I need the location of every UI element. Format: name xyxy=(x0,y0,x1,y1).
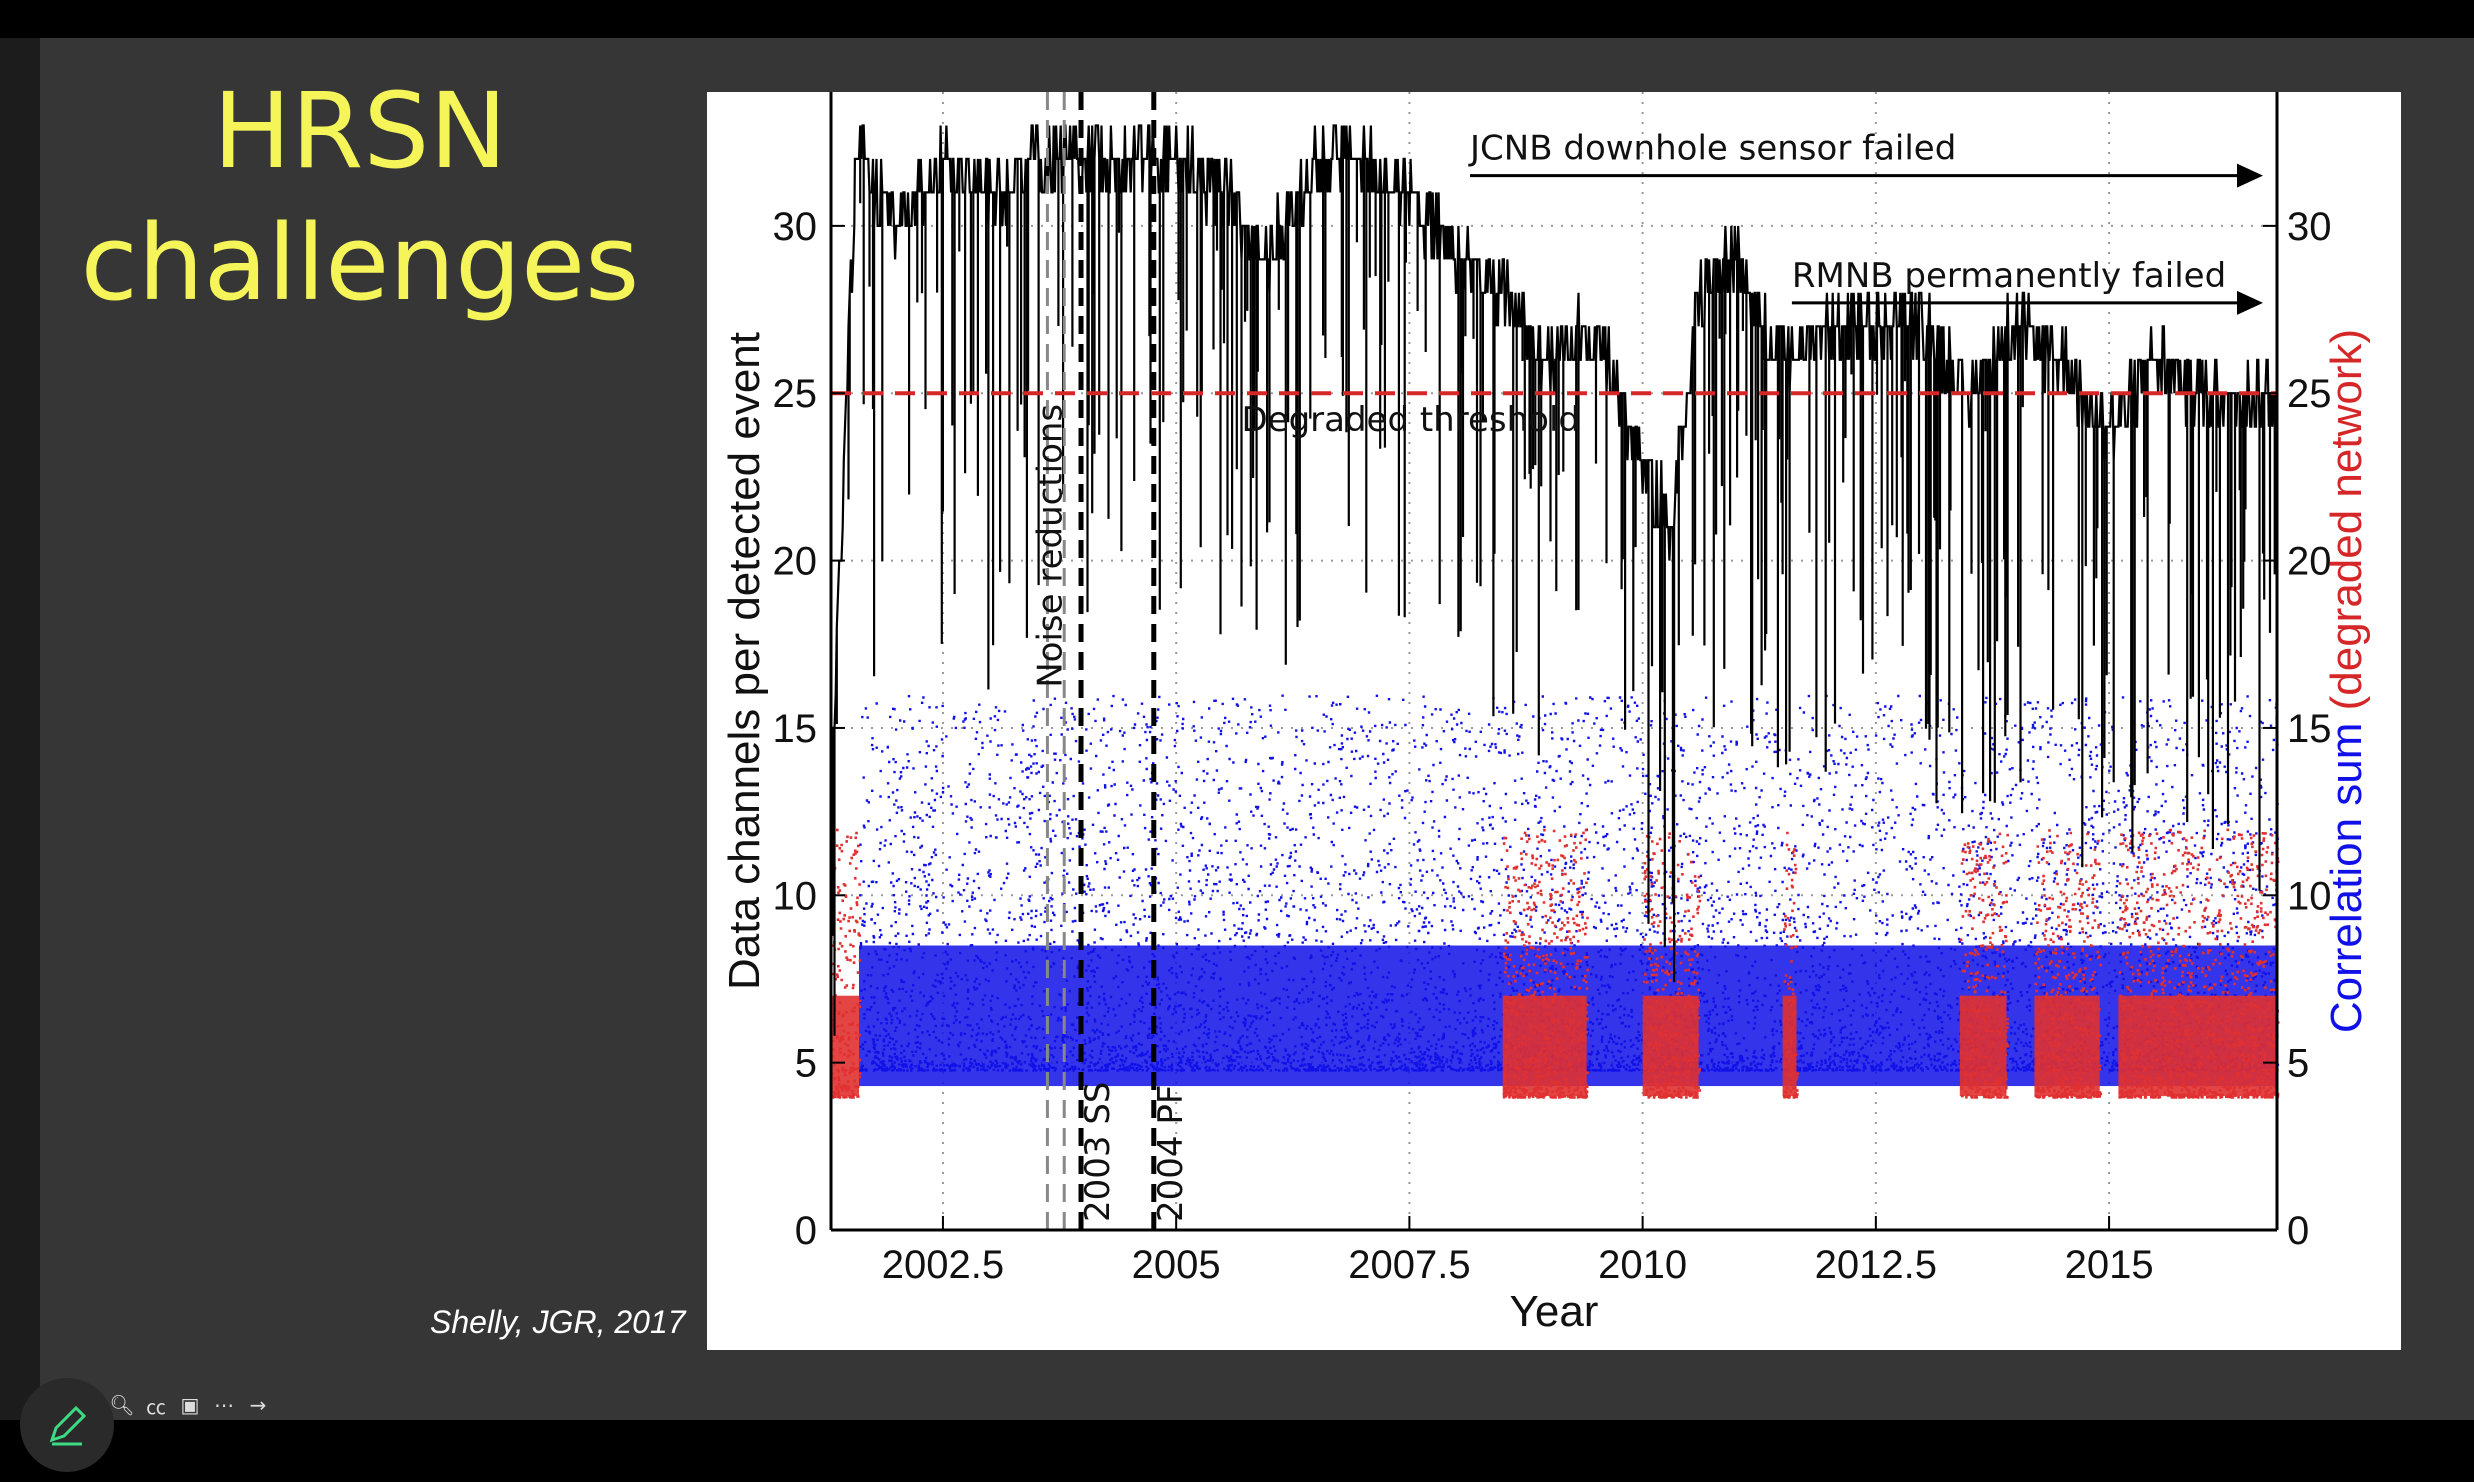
y-tick-label-right: 0 xyxy=(2287,1209,2309,1253)
left-edge xyxy=(0,38,40,1420)
slide-title-line1: HRSN xyxy=(212,70,508,192)
x-tick-label: 2005 xyxy=(1132,1243,1221,1287)
y-axis-title-left: Data channels per detected event xyxy=(720,332,769,990)
chart-figure: Degraded threshold Noise reductions 2003 S… xyxy=(707,92,2401,1350)
degraded-dense-band xyxy=(1959,995,2007,1097)
y-axis-title-right-part1: Correlation sum xyxy=(2322,710,2371,1033)
top-bar xyxy=(0,0,2474,38)
x-tick-label: 2010 xyxy=(1598,1243,1687,1287)
forward-icon[interactable]: → xyxy=(249,1393,267,1417)
y-tick-label-right: 20 xyxy=(2287,540,2332,584)
y-tick-label-right: 15 xyxy=(2287,707,2332,751)
y-tick-label-left: 0 xyxy=(795,1209,817,1253)
annotation-text: RMNB permanently failed xyxy=(1792,256,2226,296)
slide-title: HRSN challenges xyxy=(60,65,660,329)
threshold-label: Degraded threshold xyxy=(1241,400,1580,440)
event-label: 2004 PF xyxy=(1151,1085,1191,1222)
slide-title-line2: challenges xyxy=(80,202,640,324)
annotation-arrowhead xyxy=(2237,163,2264,188)
annotation-arrowhead xyxy=(2237,290,2264,315)
x-tick-label: 2007.5 xyxy=(1348,1243,1470,1287)
bottom-bar xyxy=(0,1420,2474,1482)
pen-icon xyxy=(49,1405,87,1446)
y-axis-title-right-part2: (degraded network) xyxy=(2322,329,2371,711)
x-axis-title: Year xyxy=(1510,1287,1599,1336)
y-tick-label-right: 5 xyxy=(2287,1042,2309,1086)
annotation-text: JCNB downhole sensor failed xyxy=(1468,129,1956,169)
y-tick-label-left: 25 xyxy=(773,372,818,416)
video-icon[interactable]: ▣ xyxy=(180,1393,200,1417)
y-tick-label-right: 10 xyxy=(2287,874,2332,918)
x-tick-label: 2012.5 xyxy=(1815,1243,1937,1287)
degraded-points xyxy=(831,828,2280,1099)
citation: Shelly, JGR, 2017 xyxy=(430,1304,686,1340)
pen-button[interactable] xyxy=(20,1378,114,1472)
y-tick-label-left: 5 xyxy=(795,1042,817,1086)
degraded-dense-band xyxy=(1642,995,1699,1097)
y-axis-title-right: Correlation sum (degraded network) xyxy=(2322,329,2371,1033)
y-tick-label-right: 25 xyxy=(2287,372,2332,416)
degraded-dense-band xyxy=(1782,995,1797,1097)
y-tick-label-left: 30 xyxy=(773,205,818,249)
x-tick-label: 2015 xyxy=(2065,1243,2154,1287)
y-tick-label-right: 30 xyxy=(2287,205,2332,249)
y-tick-label-left: 20 xyxy=(773,540,818,584)
more-icon[interactable]: ⋯ xyxy=(214,1393,234,1417)
presentation-toolbar: 🔍︎ ㏄ ▣ ⋯ → xyxy=(108,1388,272,1422)
captions-icon[interactable]: ㏄ xyxy=(146,1394,166,1419)
y-tick-label-left: 10 xyxy=(773,874,818,918)
x-tick-label: 2002.5 xyxy=(882,1243,1004,1287)
y-tick-label-left: 15 xyxy=(773,707,818,751)
event-label: 2003 SS xyxy=(1078,1082,1118,1223)
zoom-icon[interactable]: 🔍︎ xyxy=(109,1393,135,1417)
